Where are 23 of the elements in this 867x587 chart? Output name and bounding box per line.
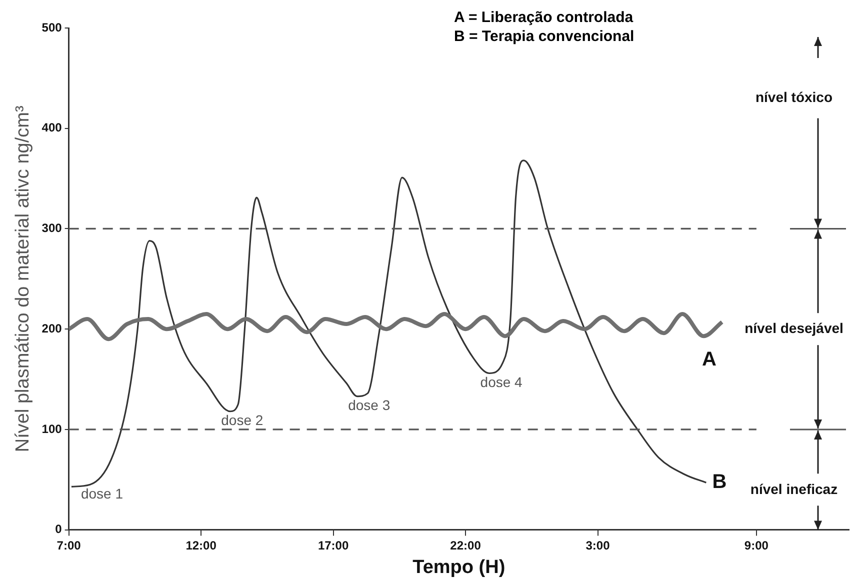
y-tick-label: 100 bbox=[42, 422, 62, 436]
series-label: A bbox=[702, 348, 717, 371]
x-tick-label: 22:00 bbox=[450, 538, 482, 552]
y-tick-label: 500 bbox=[42, 20, 62, 34]
annotation: dose 1 bbox=[80, 485, 124, 502]
y-tick-label: 300 bbox=[42, 221, 62, 236]
x-tick-label: 9:00 bbox=[744, 538, 769, 552]
x-tick-label: 12:00 bbox=[186, 538, 217, 552]
annotation: dose 4 bbox=[480, 374, 523, 390]
annotation: B = Terapia convencional bbox=[454, 27, 634, 46]
x-tick-label: 3:00 bbox=[586, 538, 610, 552]
annotation: dose 3 bbox=[348, 397, 390, 414]
y-axis-title: Nível plasmático do material ativc ng/cm³ bbox=[12, 106, 34, 452]
annotation: dose 2 bbox=[221, 412, 264, 428]
line-series bbox=[68, 312, 724, 342]
series-label: B bbox=[712, 471, 727, 494]
x-axis-title: Tempo (H) bbox=[412, 556, 506, 578]
text: A = Liberação controlada bbox=[454, 8, 634, 27]
y-tick-label: 400 bbox=[42, 120, 62, 135]
y-tick-label: 0 bbox=[55, 522, 62, 536]
y-tick-label: 200 bbox=[42, 321, 62, 336]
x-tick-label: 7:00 bbox=[56, 538, 82, 552]
x-tick-label: 17:00 bbox=[318, 538, 349, 552]
